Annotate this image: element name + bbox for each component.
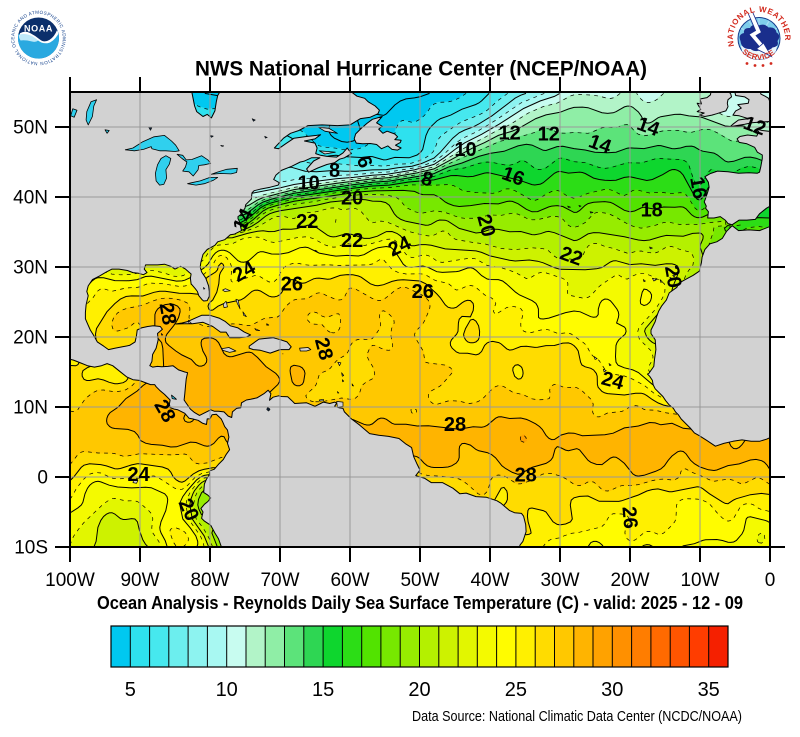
svg-text:26: 26	[281, 274, 303, 296]
svg-text:24: 24	[127, 464, 150, 486]
svg-text:30N: 30N	[13, 258, 48, 279]
svg-text:Ocean Analysis - Reynolds Dail: Ocean Analysis - Reynolds Daily Sea Surf…	[97, 593, 743, 613]
svg-text:25: 25	[505, 679, 527, 701]
svg-text:70W: 70W	[260, 570, 299, 591]
svg-text:28: 28	[515, 465, 537, 487]
svg-text:10: 10	[298, 173, 320, 195]
svg-text:18: 18	[641, 199, 663, 221]
svg-text:8: 8	[329, 160, 340, 182]
svg-text:20N: 20N	[13, 328, 48, 349]
svg-text:80W: 80W	[190, 570, 229, 591]
svg-text:26: 26	[412, 281, 434, 303]
svg-text:15: 15	[312, 679, 334, 701]
svg-text:0: 0	[765, 570, 776, 591]
svg-text:28: 28	[155, 301, 181, 327]
svg-text:30: 30	[601, 679, 623, 701]
svg-text:20: 20	[408, 679, 430, 701]
svg-text:28: 28	[444, 414, 466, 436]
svg-text:16: 16	[685, 175, 711, 201]
svg-text:0: 0	[37, 468, 48, 489]
svg-text:10: 10	[454, 139, 476, 161]
svg-text:NOAA: NOAA	[24, 24, 53, 34]
svg-text:20: 20	[341, 187, 363, 209]
svg-text:5: 5	[125, 679, 136, 701]
svg-text:20W: 20W	[610, 570, 649, 591]
svg-text:26: 26	[617, 506, 641, 530]
svg-text:40W: 40W	[470, 570, 509, 591]
svg-text:10N: 10N	[13, 398, 48, 419]
svg-text:60W: 60W	[330, 570, 369, 591]
svg-text:10W: 10W	[680, 570, 719, 591]
svg-text:22: 22	[296, 211, 318, 233]
svg-text:100W: 100W	[45, 570, 95, 591]
svg-text:30W: 30W	[540, 570, 579, 591]
svg-text:90W: 90W	[120, 570, 159, 591]
svg-text:10: 10	[216, 679, 238, 701]
svg-text:8: 8	[419, 167, 435, 191]
svg-text:SERVICE: SERVICE	[741, 47, 777, 62]
svg-text:Data Source: National Climatic: Data Source: National Climatic Data Cent…	[412, 708, 742, 725]
svg-text:20: 20	[660, 264, 686, 290]
svg-text:50N: 50N	[13, 118, 48, 139]
svg-text:12: 12	[498, 122, 520, 144]
svg-text:12: 12	[538, 124, 560, 146]
svg-text:40N: 40N	[13, 188, 48, 209]
svg-text:10S: 10S	[14, 538, 48, 559]
svg-text:NWS National Hurricane Center: NWS National Hurricane Center (NCEP/NOAA…	[195, 58, 647, 81]
svg-text:35: 35	[698, 679, 720, 701]
svg-text:50W: 50W	[400, 570, 439, 591]
svg-text:22: 22	[341, 230, 363, 252]
